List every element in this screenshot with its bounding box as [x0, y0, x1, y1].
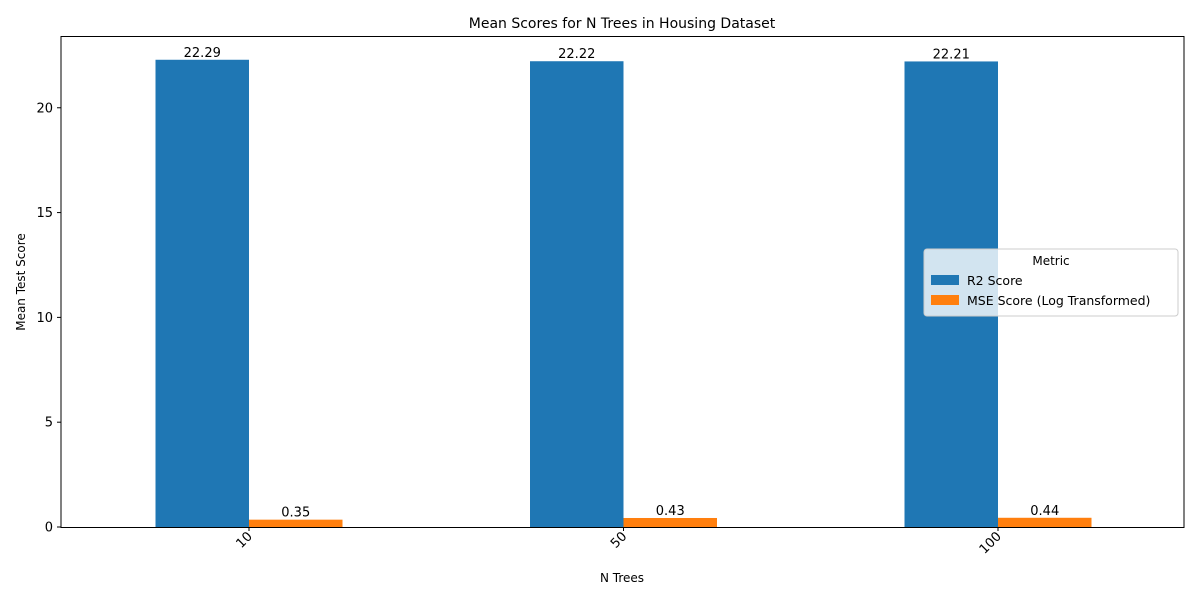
legend-label-mse: MSE Score (Log Transformed) [967, 293, 1150, 308]
bars-layer [155, 59, 1092, 528]
bar-mse-100 [998, 517, 1092, 527]
data-labels-layer: 22.29 22.22 22.21 0.35 0.43 0.44 [184, 46, 1060, 521]
y-axis-label: Mean Test Score [14, 233, 28, 331]
y-tick-label-15: 15 [36, 206, 53, 221]
legend-swatch-r2 [931, 275, 959, 285]
data-label-mse-100: 0.44 [1030, 504, 1059, 519]
y-tick-label-5: 5 [45, 416, 53, 431]
data-label-mse-50: 0.43 [656, 504, 685, 519]
bar-r2-50 [530, 61, 624, 527]
data-label-r2-100: 22.21 [933, 47, 970, 62]
data-label-r2-10: 22.29 [184, 46, 221, 61]
legend-label-r2: R2 Score [967, 273, 1023, 288]
data-label-mse-10: 0.35 [281, 506, 310, 521]
y-tick-label-10: 10 [36, 311, 53, 326]
legend-box [923, 248, 1179, 317]
chart-title: Mean Scores for N Trees in Housing Datas… [469, 16, 776, 32]
legend: Metric R2 Score MSE Score (Log Transforme… [923, 248, 1179, 317]
legend-swatch-mse [931, 295, 959, 305]
legend-title: Metric [1032, 254, 1069, 268]
legend-entries: R2 Score MSE Score (Log Transformed) [931, 273, 1150, 308]
bar-mse-50 [623, 517, 717, 527]
data-label-r2-50: 22.22 [558, 47, 595, 62]
x-axis-label: N Trees [600, 571, 644, 585]
plot-frame [60, 36, 1185, 528]
y-tick-label-0: 0 [45, 521, 53, 536]
bar-mse-10 [249, 519, 343, 527]
y-tick-label-20: 20 [36, 101, 53, 116]
bar-r2-10 [155, 59, 249, 528]
y-axis: 0 5 10 15 20 [36, 101, 61, 536]
